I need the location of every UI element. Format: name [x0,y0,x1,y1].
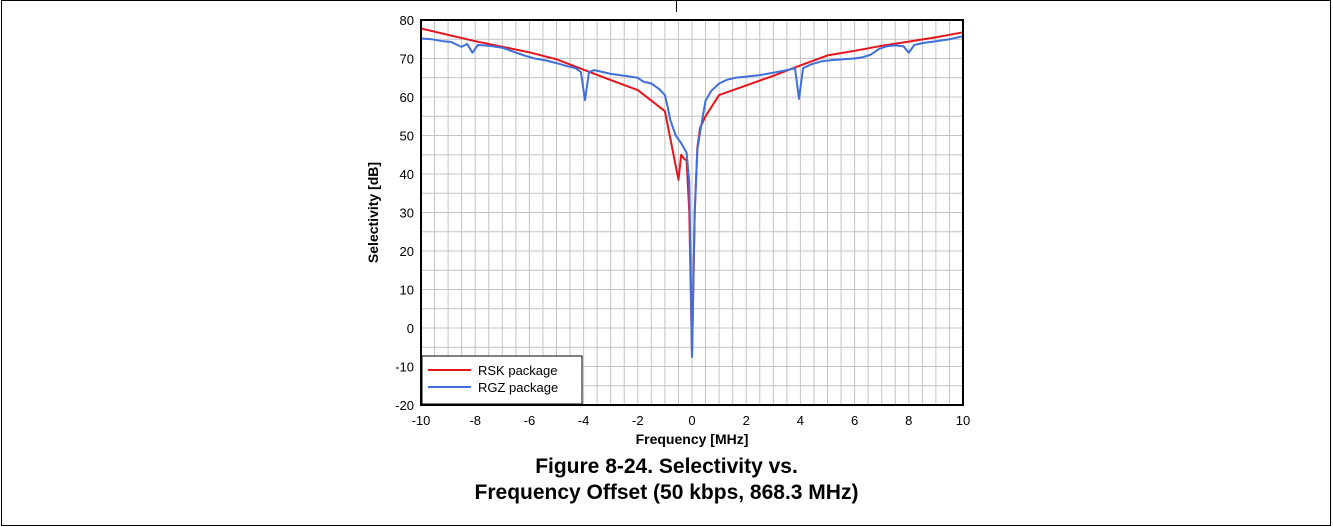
legend-label-rsk: RSK package [478,363,558,378]
x-tick-label: 10 [956,413,970,428]
series-line-rgz [420,35,964,358]
column-divider [676,0,677,12]
x-tick-label: -6 [524,413,536,428]
y-tick-label: 50 [400,129,414,144]
y-tick-label: -10 [395,360,414,375]
x-tick-label: 0 [688,413,695,428]
x-tick-label: -2 [632,413,644,428]
figure-caption-line-1: Figure 8-24. Selectivity vs. [535,455,798,478]
y-tick-label: 20 [400,244,414,259]
legend-box [421,355,583,405]
y-tick-label: 70 [400,52,414,67]
legend: RSK package RGZ package [421,355,583,405]
x-tick-label: -4 [578,413,590,428]
y-tick-label: -20 [395,398,414,413]
x-tick-label: 6 [851,413,858,428]
legend-label-rgz: RGZ package [478,380,558,395]
x-tick-label: 8 [905,413,912,428]
top-rule [1,0,1331,1]
y-tick-label: 10 [400,283,414,298]
x-tick-label: -10 [412,413,431,428]
x-tick-label: 4 [797,413,804,428]
y-tick-label: 60 [400,90,414,105]
y-tick-label: 30 [400,206,414,221]
selectivity-chart: -10 -8 -6 -4 -2 0 2 4 6 8 10-20-100102030405060708… [365,13,970,447]
y-tick-label: 80 [400,13,414,28]
y-tick-label: 40 [400,167,414,182]
tick-labels: -10 -8 -6 -4 -2 0 2 4 6 8 10-20-100102030405060708… [395,13,970,428]
y-tick-label: 0 [407,321,414,336]
x-tick-label: -8 [469,413,481,428]
x-tick-label: 2 [743,413,750,428]
figure-caption-line-2: Frequency Offset (50 kbps, 868.3 MHz) [474,481,859,504]
x-axis-label: Frequency [MHz] [636,431,749,447]
plot-border [420,19,964,406]
y-axis-label: Selectivity [dB] [365,162,381,263]
series-layer [420,27,964,358]
